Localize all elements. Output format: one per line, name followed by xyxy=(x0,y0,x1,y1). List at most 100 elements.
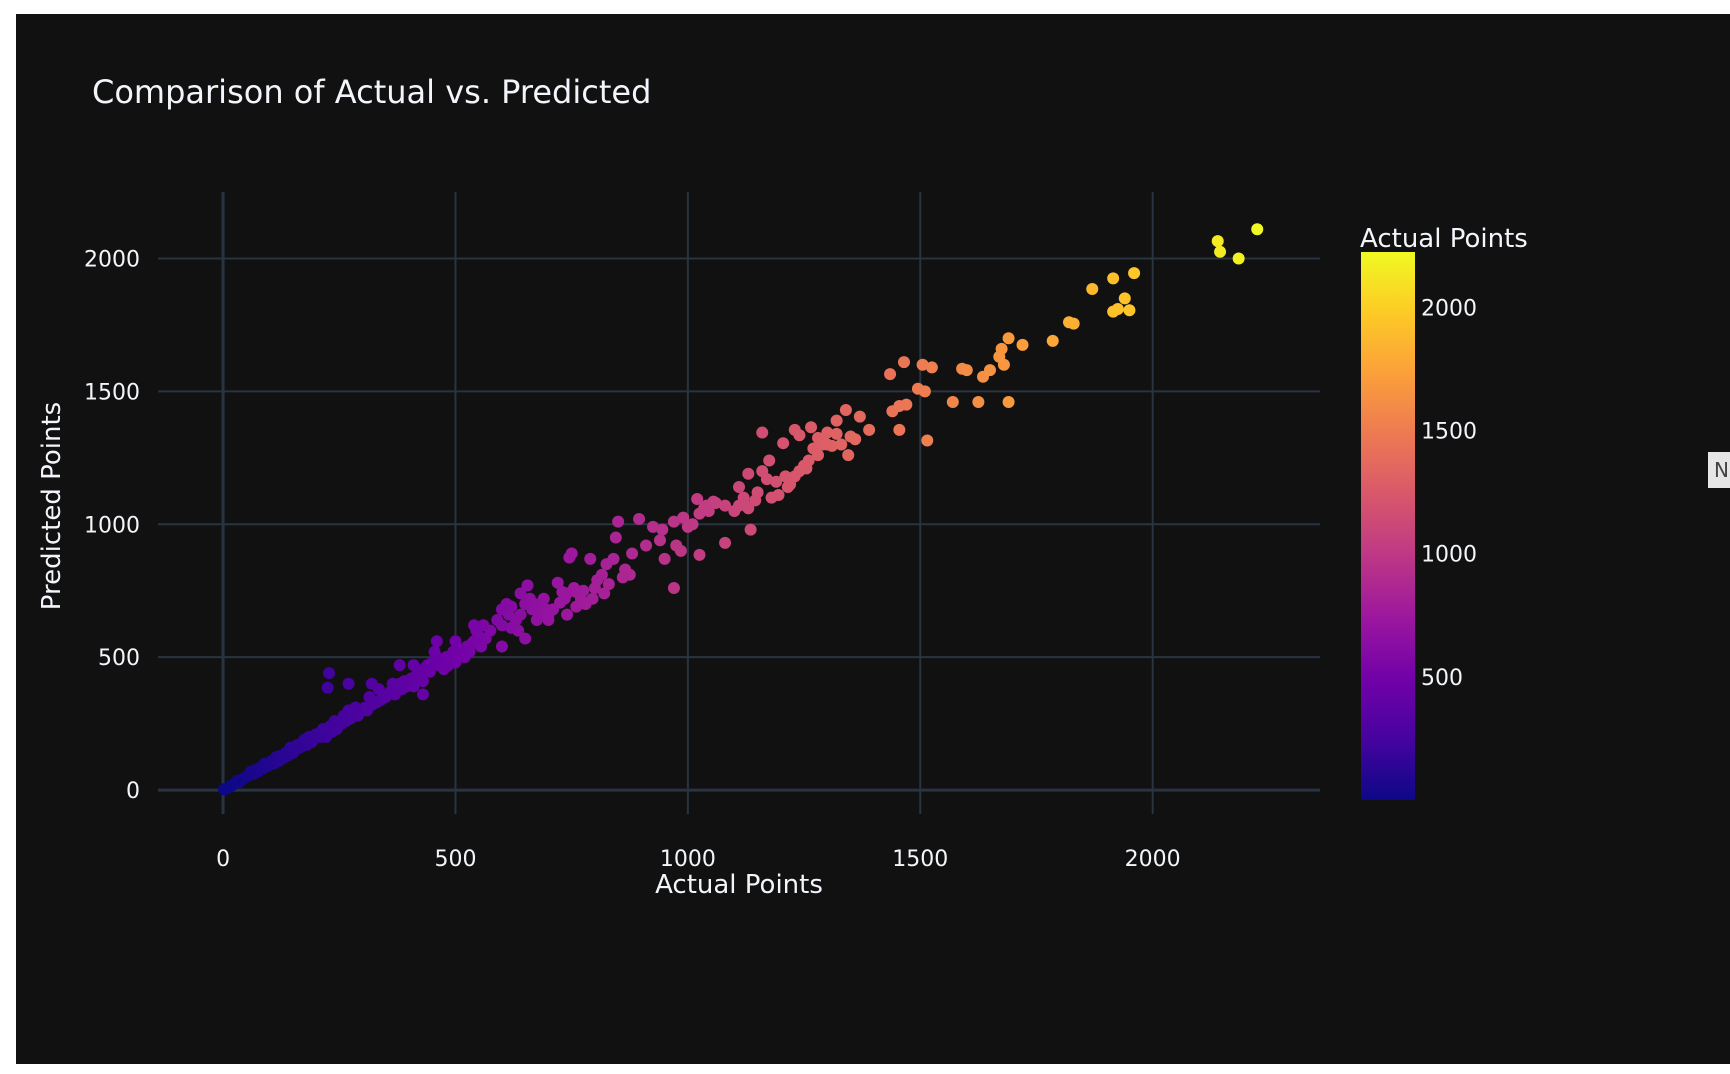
data-point xyxy=(793,429,806,442)
y-tick-label: 1000 xyxy=(84,513,140,538)
grid-lines xyxy=(158,192,1320,814)
data-point xyxy=(842,449,855,462)
data-point xyxy=(884,368,897,381)
colorbar-tick-label: 500 xyxy=(1421,666,1463,691)
y-tick-label: 2000 xyxy=(84,247,140,272)
data-point xyxy=(468,619,481,632)
data-point xyxy=(519,632,532,645)
data-point xyxy=(749,494,762,507)
data-point xyxy=(514,587,527,600)
data-point xyxy=(521,579,534,592)
data-point xyxy=(756,426,769,439)
colorbar-tick-label: 1000 xyxy=(1421,543,1477,568)
data-point xyxy=(363,691,376,704)
data-point xyxy=(1111,302,1124,315)
data-point xyxy=(719,536,732,549)
data-point xyxy=(530,613,543,626)
data-point xyxy=(393,659,406,672)
data-point xyxy=(598,587,611,600)
axes: 0 500 1000 1500 2000 0 500 1000 1500 2000 xyxy=(84,247,1181,872)
data-point xyxy=(495,640,508,653)
data-point xyxy=(570,600,583,613)
chart-title: Comparison of Actual vs. Predicted xyxy=(92,73,651,111)
chart-figure: 0 500 1000 1500 2000 0 500 1000 1500 2000 Compari… xyxy=(16,14,1730,1064)
data-point xyxy=(812,449,825,462)
data-point xyxy=(670,539,683,552)
data-point xyxy=(519,598,532,611)
data-point xyxy=(983,364,996,377)
data-point xyxy=(763,454,776,467)
data-point xyxy=(798,459,811,472)
data-point xyxy=(542,608,555,621)
data-point xyxy=(430,635,443,648)
data-point xyxy=(898,356,911,369)
data-point xyxy=(667,515,680,528)
x-tick-label: 1000 xyxy=(660,847,716,872)
data-point xyxy=(1251,223,1264,236)
data-point xyxy=(960,364,973,377)
data-point xyxy=(667,582,680,595)
data-point xyxy=(972,395,985,408)
data-point xyxy=(1086,283,1099,296)
y-tick-label: 500 xyxy=(98,646,140,671)
data-point xyxy=(839,403,852,416)
data-point xyxy=(677,511,690,524)
colorbar xyxy=(1361,252,1415,800)
data-point xyxy=(719,499,732,512)
data-point xyxy=(505,621,518,634)
data-point xyxy=(693,548,706,561)
data-point xyxy=(916,358,929,371)
x-tick-label: 0 xyxy=(216,847,230,872)
colorbar-tick-label: 1500 xyxy=(1421,420,1477,445)
data-point xyxy=(1128,267,1141,280)
data-point xyxy=(693,507,706,520)
data-point xyxy=(821,438,834,451)
data-point xyxy=(323,667,336,680)
data-point xyxy=(1002,395,1015,408)
data-point xyxy=(1118,292,1131,305)
data-point xyxy=(728,504,741,517)
data-point xyxy=(893,399,906,412)
data-point xyxy=(1214,245,1227,258)
data-point xyxy=(760,473,773,486)
data-point xyxy=(709,497,722,509)
data-point xyxy=(495,603,508,616)
data-point xyxy=(428,645,441,658)
data-point xyxy=(640,539,653,552)
data-point xyxy=(997,358,1010,371)
data-point xyxy=(584,552,597,565)
data-point xyxy=(602,578,615,591)
data-point xyxy=(365,677,378,690)
data-point xyxy=(633,512,646,525)
data-point xyxy=(849,433,862,446)
data-point xyxy=(561,608,574,621)
data-point xyxy=(744,523,757,536)
data-point xyxy=(1232,252,1245,265)
data-point xyxy=(342,677,355,690)
data-point xyxy=(893,423,906,436)
side-tab[interactable]: N xyxy=(1708,452,1730,488)
data-point xyxy=(863,423,876,436)
data-point xyxy=(742,467,755,480)
y-axis-label: Predicted Points xyxy=(37,402,67,610)
data-point xyxy=(830,414,843,427)
data-point xyxy=(918,385,931,398)
x-tick-label: 500 xyxy=(434,847,476,872)
data-point xyxy=(579,598,592,611)
data-point xyxy=(1211,235,1224,248)
data-point xyxy=(218,783,231,796)
data-point xyxy=(1016,338,1029,351)
data-point xyxy=(765,491,778,504)
colorbar-tick-label: 2000 xyxy=(1421,296,1477,321)
data-point xyxy=(551,576,564,589)
data-point xyxy=(777,437,790,450)
data-point xyxy=(1107,272,1120,285)
data-point xyxy=(612,515,625,528)
data-point xyxy=(416,688,429,701)
data-points xyxy=(218,223,1264,796)
data-point xyxy=(853,410,866,423)
scatter-chart: 0 500 1000 1500 2000 0 500 1000 1500 2000 Compari… xyxy=(37,73,1528,900)
x-tick-label: 1500 xyxy=(892,847,948,872)
data-point xyxy=(925,361,938,374)
colorbar-ticks: 500 1000 1500 2000 xyxy=(1421,296,1477,690)
